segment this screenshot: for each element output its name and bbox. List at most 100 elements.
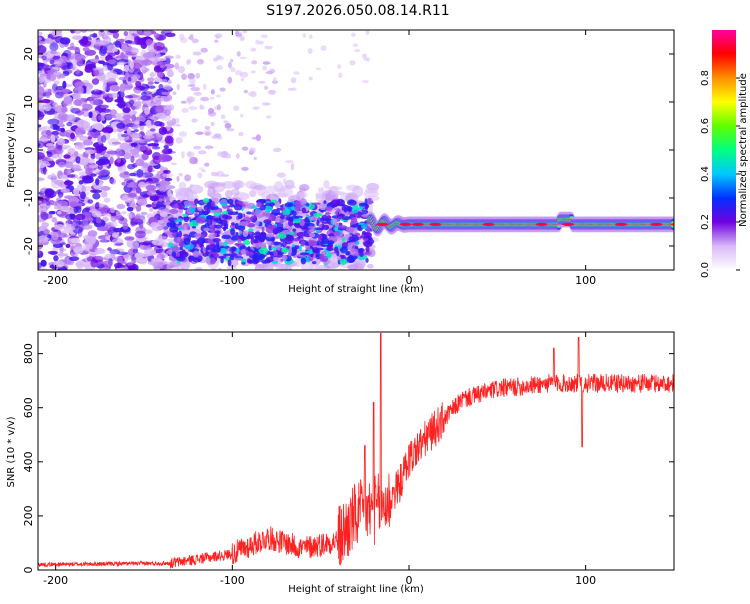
spectrogram-blob (105, 149, 116, 158)
spectrogram-blob (138, 139, 146, 144)
spectrogram-blob (262, 65, 267, 71)
spectrogram-blob (41, 55, 47, 61)
spectrogram-blob (159, 64, 166, 68)
spectrogram-blob (337, 256, 341, 261)
spectrogram-blob (364, 251, 371, 255)
spectrogram-blob (195, 72, 201, 79)
spectrogram-blob (58, 73, 66, 79)
spectrogram-y-label: Frequency (Hz) (6, 112, 17, 188)
spectrogram-blob (116, 251, 129, 255)
spectrogram-blob (106, 70, 118, 80)
colorbar-ticks: 0.0 0.2 0.4 0.6 0.8 (700, 70, 740, 278)
spectrogram-blob (38, 36, 42, 42)
spectrogram-blob (147, 177, 159, 184)
spectrogram-blob (73, 246, 84, 255)
spectrogram-blob (174, 62, 180, 70)
spectrogram-blob (116, 203, 126, 210)
spectrogram-blob (220, 114, 226, 120)
spectrogram-blob (81, 175, 94, 180)
spectrogram-blob (62, 80, 67, 89)
spectrogram-blob (142, 193, 149, 199)
spectrogram-blob (202, 246, 206, 254)
spectrogram-blob (60, 230, 72, 234)
spectrogram-blob (38, 62, 46, 67)
spectrogram-blob (123, 31, 129, 37)
spectrogram-blob (151, 146, 161, 150)
colorbar-tick-label: 0.8 (700, 70, 711, 86)
spectrogram-blob (269, 68, 275, 74)
spectrogram-blob (334, 246, 339, 254)
spectrogram-blob (193, 91, 202, 96)
spectrogram-blob (151, 257, 163, 263)
spectrogram-blob (304, 250, 314, 254)
spectrogram-blob (210, 121, 215, 127)
spectrogram-blob (227, 62, 232, 69)
spectrogram-blob (90, 173, 97, 177)
spectrogram-blob (160, 79, 168, 83)
spectrogram-blob (90, 189, 98, 193)
spectrogram-blob (108, 92, 120, 99)
spectrogram-blob (246, 258, 252, 264)
spectrogram-blob (168, 242, 174, 248)
spectrogram-x-tick-label: -100 (220, 274, 245, 287)
spectrogram-blob (168, 209, 179, 215)
spectrogram-blob (85, 206, 91, 212)
spectrogram-blob (243, 89, 248, 94)
spectrogram-blob (239, 71, 249, 78)
spectrogram-blob (116, 103, 126, 107)
spectrogram-blob (191, 226, 197, 229)
spectrogram-blob (94, 69, 100, 75)
spectrogram-blob (285, 160, 294, 164)
spectrogram-blob (110, 220, 118, 228)
spectrogram-blob (72, 35, 84, 40)
spectrogram-blob (121, 181, 126, 186)
spectrogram-blob (102, 82, 107, 92)
spectrogram-blob (308, 240, 317, 247)
spectrogram-blob (183, 234, 189, 237)
spectrogram-marks (38, 30, 674, 270)
spectrogram-blob (77, 143, 84, 148)
spectrogram-blob (220, 198, 227, 204)
spectrogram-blob (133, 74, 141, 80)
spectrogram-blob (340, 246, 348, 254)
spectrogram-blob (256, 202, 262, 208)
spectrogram-blob (191, 38, 199, 44)
spectrogram-blob (309, 228, 316, 233)
spectrogram-blob (241, 248, 246, 256)
spectrogram-blob (341, 205, 351, 212)
spectrogram-blob (258, 241, 267, 248)
spectrogram-blob (133, 120, 140, 125)
spectrogram-blob (327, 186, 343, 191)
spectrogram-blob (300, 257, 307, 265)
spectrogram-blob (167, 148, 173, 154)
spectrogram-blob (46, 110, 58, 115)
spectrogram-blob (224, 153, 232, 159)
spectrogram-blob (366, 225, 371, 233)
spectrogram-blob (94, 90, 106, 95)
spectrogram-blob (80, 97, 86, 102)
spectrogram-blob (364, 187, 379, 194)
spectrogram-blob (122, 107, 131, 113)
spectrogram-blob (240, 78, 245, 82)
spectrogram-blob (83, 185, 93, 192)
spectrogram-blob (242, 239, 251, 246)
spectrogram-blob (296, 231, 306, 238)
spectrogram-blob (215, 35, 221, 39)
spectrogram-blob (171, 204, 180, 209)
spectrogram-blob (132, 218, 142, 223)
spectrogram-blob (75, 68, 81, 75)
spectrogram-blob (276, 212, 284, 216)
spectrogram-blob (162, 30, 174, 33)
spectrogram-blob (117, 90, 125, 100)
spectrogram-blob (286, 234, 293, 239)
spectrogram-blob (308, 34, 313, 40)
spectrogram-blob (162, 84, 172, 90)
spectrogram-blob (126, 265, 136, 270)
spectrogram-blob (351, 224, 358, 228)
spectrogram-blob (299, 252, 309, 256)
spectrogram-blob (131, 202, 136, 210)
spectrogram-blob (135, 158, 145, 167)
spectrogram-blob (122, 114, 132, 120)
spectrogram-blob (261, 226, 265, 232)
